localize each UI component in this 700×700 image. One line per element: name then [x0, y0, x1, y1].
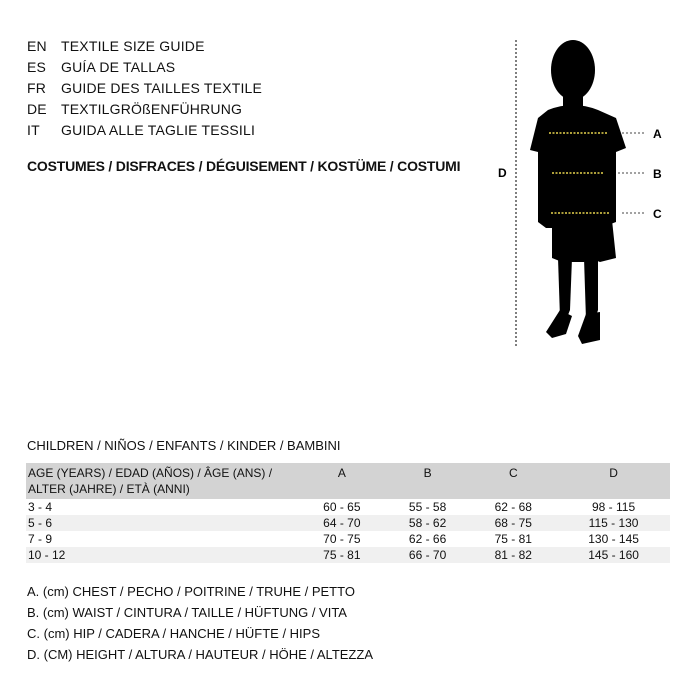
lang-text: TEXTILGRÖßENFÜHRUNG: [61, 101, 243, 117]
header-age-line2: ALTER (JAHRE) / ETÀ (ANNI): [28, 482, 190, 496]
lang-text: GUIDE DES TAILLES TEXTILE: [61, 80, 263, 96]
cell: 55 - 58: [408, 500, 447, 514]
legend-b: B. (cm) WAIST / CINTURA / TAILLE / HÜFTU…: [27, 605, 347, 620]
lang-text: GUIDA ALLE TAGLIE TESSILI: [61, 122, 256, 138]
cell: 58 - 62: [383, 515, 470, 531]
lang-code: DE: [27, 101, 47, 117]
cell: 10 - 12: [26, 547, 298, 563]
lang-line-en: EN TEXTILE SIZE GUIDE: [27, 38, 205, 54]
label-a: A: [653, 127, 662, 141]
table-row: 5 - 6 64 - 70 58 - 62 68 - 75 115 - 130: [26, 515, 670, 531]
cell: 5 - 6: [26, 515, 298, 531]
lang-line-es: ES GUÍA DE TALLAS: [27, 59, 175, 75]
category-heading: COSTUMES / DISFRACES / DÉGUISEMENT / KOS…: [27, 158, 461, 174]
lang-line-it: IT GUIDA ALLE TAGLIE TESSILI: [27, 122, 255, 138]
lang-code: ES: [27, 59, 47, 75]
cell: 64 - 70: [298, 515, 384, 531]
header-a: A: [298, 463, 384, 499]
lang-code: FR: [27, 80, 47, 96]
header-age: AGE (YEARS) / EDAD (AÑOS) / ÂGE (ANS) / A…: [26, 463, 298, 499]
cell: 60 - 65: [323, 500, 361, 514]
header-d: D: [555, 463, 670, 499]
child-silhouette-figure: D A B C: [498, 40, 662, 346]
cell: 62 - 66: [408, 532, 447, 546]
child-silhouette: [530, 40, 626, 344]
cell: 66 - 70: [383, 547, 470, 563]
table-row: 10 - 12 75 - 81 66 - 70 81 - 82 145 - 160: [26, 547, 670, 563]
table-row: 7 - 9 70 - 75 62 - 66 75 - 81 130 - 145: [26, 531, 670, 547]
lang-text: TEXTILE SIZE GUIDE: [61, 38, 205, 54]
label-c: C: [653, 207, 662, 221]
cell: 130 - 145: [588, 532, 639, 546]
cell: 3 - 4: [28, 500, 53, 514]
cell: 62 - 68: [494, 500, 532, 514]
label-b: B: [653, 167, 662, 181]
cell: 7 - 9: [28, 532, 53, 546]
cell: 70 - 75: [323, 532, 361, 546]
lang-code: EN: [27, 38, 47, 54]
header-b: B: [383, 463, 470, 499]
legend-a: A. (cm) CHEST / PECHO / POITRINE / TRUHE…: [27, 584, 355, 599]
label-d: D: [498, 166, 507, 180]
lang-text: GUÍA DE TALLAS: [61, 59, 176, 75]
legend-d: D. (CM) HEIGHT / ALTURA / HAUTEUR / HÖHE…: [27, 647, 373, 662]
lang-code: IT: [27, 122, 40, 138]
cell: 81 - 82: [469, 547, 556, 563]
cell: 98 - 115: [592, 500, 636, 514]
size-table: AGE (YEARS) / EDAD (AÑOS) / ÂGE (ANS) / A…: [26, 463, 670, 563]
cell: 68 - 75: [469, 515, 556, 531]
lang-line-fr: FR GUIDE DES TAILLES TEXTILE: [27, 80, 262, 96]
cell: 115 - 130: [555, 515, 670, 531]
cell: 75 - 81: [494, 532, 532, 546]
table-header-row: AGE (YEARS) / EDAD (AÑOS) / ÂGE (ANS) / A…: [26, 463, 670, 499]
table-row: 3 - 4 60 - 65 55 - 58 62 - 68 98 - 115: [26, 499, 670, 515]
cell: 75 - 81: [298, 547, 384, 563]
table-title: CHILDREN / NIÑOS / ENFANTS / KINDER / BA…: [27, 438, 341, 453]
cell: 145 - 160: [555, 547, 670, 563]
header-age-line1: AGE (YEARS) / EDAD (AÑOS) / ÂGE (ANS) /: [28, 466, 273, 480]
header-c: C: [469, 463, 556, 499]
legend-c: C. (cm) HIP / CADERA / HANCHE / HÜFTE / …: [27, 626, 321, 641]
lang-line-de: DE TEXTILGRÖßENFÜHRUNG: [27, 101, 242, 117]
